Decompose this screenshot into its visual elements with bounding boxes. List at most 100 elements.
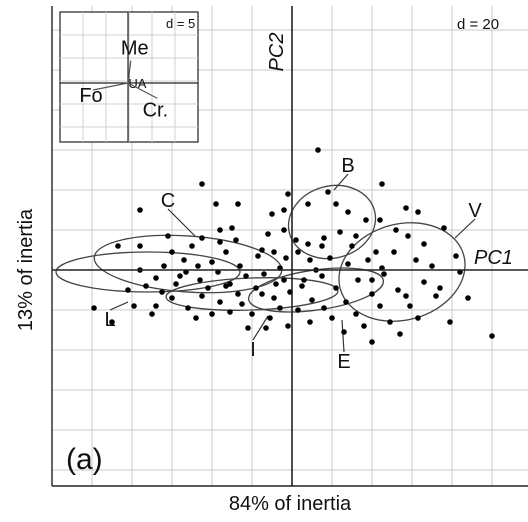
data-point <box>305 201 311 207</box>
data-point <box>369 339 375 345</box>
data-point <box>433 293 439 299</box>
data-point <box>217 239 223 245</box>
data-point <box>319 273 325 279</box>
data-point <box>379 181 385 187</box>
data-point <box>273 281 279 287</box>
inset-arrow-UA <box>127 75 130 84</box>
data-point <box>293 237 299 243</box>
data-point <box>437 285 443 291</box>
data-point <box>453 253 459 259</box>
pc2-axis-name: PC2 <box>266 33 288 72</box>
data-point <box>369 291 375 297</box>
label-leader-I <box>252 315 269 341</box>
data-point <box>307 257 313 263</box>
data-point <box>421 279 427 285</box>
data-point <box>245 325 251 331</box>
data-point <box>125 287 131 293</box>
data-point <box>301 277 307 283</box>
inset-label-Fo: Fo <box>79 85 102 107</box>
data-point <box>421 241 427 247</box>
data-point <box>137 207 143 213</box>
data-point <box>277 305 283 311</box>
data-point <box>91 305 97 311</box>
inset-arrow-Fo <box>92 82 129 91</box>
data-point <box>403 205 409 211</box>
inset-label-Me: Me <box>121 38 149 60</box>
data-point <box>329 315 335 321</box>
data-point <box>285 323 291 329</box>
group-labels: B V C L I E <box>104 155 482 373</box>
data-point <box>177 273 183 279</box>
data-point <box>143 283 149 289</box>
data-point <box>235 201 241 207</box>
data-points <box>91 147 495 345</box>
data-point <box>249 311 255 317</box>
data-point <box>395 287 401 293</box>
data-point <box>181 257 187 263</box>
data-point <box>115 243 121 249</box>
data-point <box>319 243 325 249</box>
data-point <box>305 241 311 247</box>
x-axis-title: 84% of inertia <box>229 493 352 515</box>
data-point <box>441 225 447 231</box>
data-point <box>307 319 313 325</box>
data-point <box>361 323 367 329</box>
data-point <box>285 191 291 197</box>
data-point <box>407 303 413 309</box>
data-point <box>259 291 265 297</box>
data-point <box>377 217 383 223</box>
data-point <box>337 229 343 235</box>
inset-grid <box>60 12 198 142</box>
data-point <box>281 277 287 283</box>
data-point <box>465 295 471 301</box>
data-point <box>381 271 387 277</box>
data-point <box>243 273 249 279</box>
data-point <box>369 277 375 283</box>
inset-variables: Me UA Fo Cr. <box>79 38 168 122</box>
data-point <box>429 263 435 269</box>
data-point <box>217 227 223 233</box>
data-point <box>153 275 159 281</box>
data-point <box>415 209 421 215</box>
group-label-B: B <box>341 155 354 177</box>
data-point <box>197 277 203 283</box>
group-label-L: L <box>104 309 115 331</box>
label-leader-L <box>109 301 129 311</box>
data-point <box>373 249 379 255</box>
data-point <box>131 303 137 309</box>
data-point <box>205 285 211 291</box>
axes <box>51 6 528 487</box>
data-point <box>137 243 143 249</box>
y-axis-title: 13% of inertia <box>15 208 37 331</box>
data-point <box>199 293 205 299</box>
data-point <box>387 319 393 325</box>
ellipse-B <box>287 184 377 260</box>
group-ellipses <box>55 184 466 322</box>
label-leader-B <box>333 173 349 191</box>
inset-label-Cr.: Cr. <box>143 99 169 121</box>
panel-label: (a) <box>66 443 103 476</box>
group-label-E: E <box>337 351 350 373</box>
data-point <box>489 333 495 339</box>
data-point <box>413 257 419 263</box>
data-point <box>209 311 215 317</box>
data-point <box>169 295 175 301</box>
data-point <box>261 271 267 277</box>
data-point <box>199 181 205 187</box>
variables-inset: Me UA Fo Cr. d = 5 <box>59 11 199 143</box>
inset-label-UA: UA <box>128 76 146 91</box>
data-point <box>447 319 453 325</box>
data-point <box>109 319 115 325</box>
data-point <box>355 277 361 283</box>
data-point <box>161 263 167 269</box>
data-point <box>365 257 371 263</box>
label-leader-E <box>341 319 345 353</box>
data-point <box>353 233 359 239</box>
data-point <box>345 209 351 215</box>
ellipse-L <box>55 251 241 293</box>
data-point <box>341 329 347 335</box>
data-point <box>295 249 301 255</box>
data-point <box>327 255 333 261</box>
data-point <box>343 299 349 305</box>
